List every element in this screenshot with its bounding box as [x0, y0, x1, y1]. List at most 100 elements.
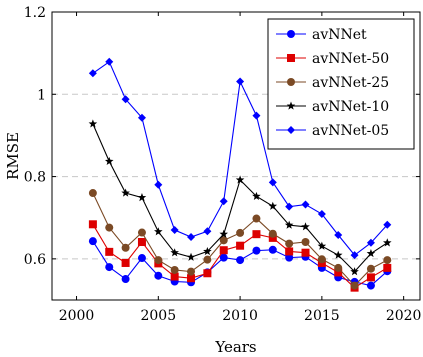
data-point	[187, 233, 196, 242]
legend-label: avNNet-10	[312, 99, 389, 115]
data-point	[105, 57, 114, 66]
data-point	[219, 246, 228, 255]
data-point	[252, 230, 261, 239]
data-point	[88, 189, 97, 198]
data-point	[317, 241, 327, 250]
data-point	[268, 201, 278, 210]
legend: avNNet avNNet-50 avNNet-25 avNNet-10 avNNet-…	[267, 18, 415, 150]
axis-ticks: 2000 2005 2010 2015 2020 0.6 0.8 1 1.2	[24, 5, 422, 324]
grid-lines	[52, 93, 420, 260]
series-avnnet-25	[88, 189, 392, 290]
data-point	[383, 263, 392, 272]
data-point	[154, 180, 163, 189]
data-point	[301, 222, 310, 231]
data-point	[219, 236, 228, 245]
data-point	[236, 228, 245, 237]
data-point	[104, 156, 114, 165]
data-point	[284, 220, 294, 229]
legend-marker	[287, 78, 295, 86]
data-point	[252, 246, 261, 255]
x-tick-label: 2000	[59, 308, 95, 324]
legend-label: avNNet-50	[312, 51, 389, 67]
data-point	[88, 220, 97, 229]
data-point	[301, 237, 310, 246]
data-point	[350, 251, 359, 260]
data-point	[187, 267, 196, 276]
data-point	[170, 248, 179, 257]
data-point	[121, 95, 130, 104]
data-point	[252, 111, 261, 120]
legend-item: avNNet-05	[276, 123, 389, 139]
x-tick-label: 2010	[222, 308, 258, 324]
data-point	[285, 253, 294, 262]
y-axis-label: RMSE	[4, 132, 22, 180]
legend-label: avNNet	[312, 27, 367, 43]
data-point	[252, 214, 261, 223]
y-tick-label: 1	[37, 87, 46, 103]
data-point	[154, 227, 163, 236]
data-point	[105, 263, 114, 272]
data-point	[219, 253, 228, 262]
legend-marker	[287, 126, 295, 134]
data-point	[268, 229, 277, 238]
data-point	[252, 191, 261, 200]
legend-item: avNNet	[276, 27, 367, 43]
legend-marker	[287, 54, 295, 62]
data-point	[350, 267, 359, 276]
data-point	[317, 210, 326, 219]
series-group	[88, 57, 392, 292]
data-point	[203, 246, 212, 256]
data-point	[121, 258, 130, 267]
data-point	[121, 188, 130, 197]
x-tick-label: 2020	[386, 308, 422, 324]
data-point	[301, 248, 310, 257]
data-point	[105, 247, 114, 256]
data-point	[268, 245, 277, 254]
data-point	[137, 113, 146, 122]
series-line	[92, 192, 388, 287]
y-tick-label: 0.6	[24, 252, 46, 268]
data-point	[301, 200, 310, 209]
legend-label: avNNet-05	[312, 123, 389, 139]
data-point	[203, 255, 212, 264]
data-point	[235, 175, 245, 184]
data-point	[268, 178, 277, 187]
legend-item: avNNet-25	[276, 75, 389, 91]
data-point	[383, 238, 392, 247]
data-point	[236, 256, 245, 265]
series-avnnet-05	[88, 57, 392, 260]
data-point	[383, 220, 392, 229]
data-point	[137, 237, 146, 246]
x-tick-label: 2005	[140, 308, 176, 324]
data-point	[334, 263, 343, 272]
data-point	[285, 247, 294, 256]
data-point	[268, 233, 277, 242]
data-point	[334, 230, 343, 239]
data-point	[350, 281, 359, 290]
data-point	[170, 226, 179, 235]
data-point	[285, 239, 294, 248]
data-point	[236, 241, 245, 250]
data-point	[187, 274, 196, 283]
plot-frame	[51, 11, 421, 301]
data-point	[285, 202, 294, 211]
data-point	[334, 268, 343, 277]
data-point	[333, 250, 343, 259]
data-point	[137, 228, 146, 237]
y-tick-label: 0.8	[24, 170, 46, 186]
data-point	[88, 119, 98, 128]
data-point	[383, 256, 392, 265]
series-avnnet-10	[88, 119, 392, 276]
legend-label: avNNet-25	[312, 75, 389, 91]
data-point	[88, 237, 97, 246]
data-point	[366, 249, 376, 258]
data-point	[121, 275, 130, 284]
data-point	[203, 227, 212, 236]
data-point	[121, 243, 130, 252]
legend-marker	[287, 30, 295, 38]
data-point	[88, 69, 97, 78]
legend-item: avNNet-50	[276, 51, 389, 67]
y-tick-label: 1.2	[24, 5, 46, 21]
legend-marker	[286, 101, 296, 110]
